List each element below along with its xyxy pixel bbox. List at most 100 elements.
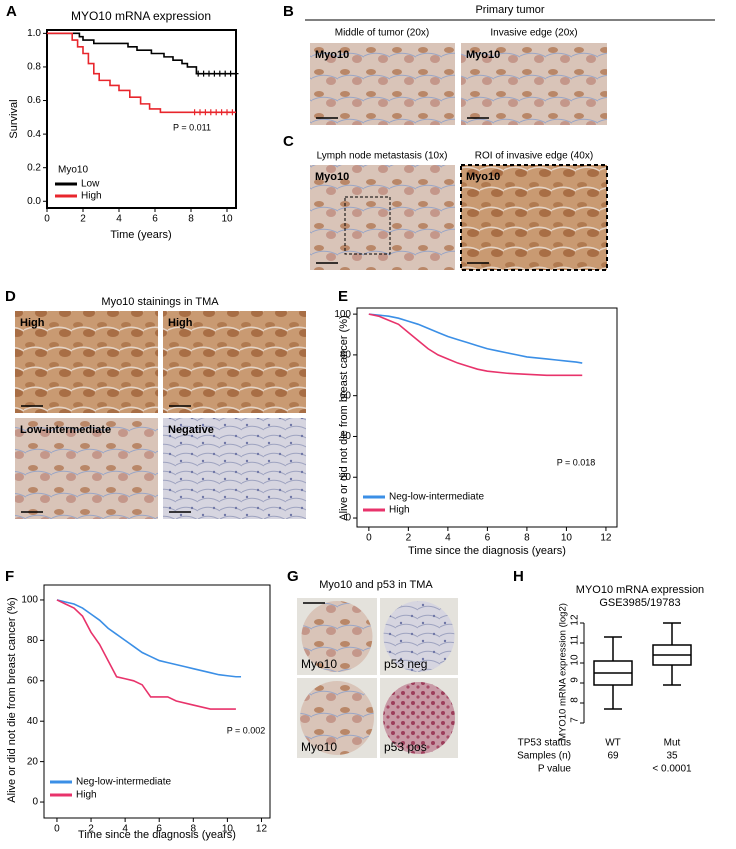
x-tick-label: 8 [191,824,197,835]
chart-title: MYO10 mRNA expression [71,9,211,23]
legend-label: Neg-low-intermediate [389,492,484,503]
row-label: TP53 status [518,738,571,749]
y-tick-label: 80 [340,350,352,361]
tma-core [383,601,455,672]
micrograph [15,311,158,413]
plot-frame [46,29,237,209]
stain-label: Negative [168,424,214,436]
x-axis-label: Time since the diagnosis (years) [408,545,566,557]
y-tick-label: 20 [27,756,39,767]
x-tick-label: 4 [116,214,122,225]
censor-mark [219,109,225,116]
x-tick-label: 10 [221,214,233,225]
x-tick-label: 0 [54,824,60,835]
y-tick-label: 7 [570,717,581,723]
image-caption: ROI of invasive edge (40x) [475,151,593,162]
y-tick-label: 100 [334,309,351,320]
censor-mark [202,109,208,116]
stain-label: Myo10 [466,171,500,183]
sample-count: 35 [666,751,678,762]
y-tick-label: 60 [340,390,352,401]
y-tick-label: 0.0 [27,196,41,207]
category-label: Mut [664,738,681,749]
y-tick-label: 40 [340,431,352,442]
stain-label: p53 pos [384,740,427,754]
x-tick-label: 6 [152,214,158,225]
y-axis-label: Survival [8,99,20,138]
y-tick-label: 8 [570,697,581,703]
x-tick-label: 4 [445,533,451,544]
x-tick-label: 6 [156,824,162,835]
row-label: Samples (n) [517,751,571,762]
sample-count: 69 [607,751,619,762]
image-caption: Invasive edge (20x) [490,28,577,39]
censor-mark [201,70,207,77]
stain-label: Myo10 [315,49,349,61]
panel-letter: F [5,568,14,585]
y-tick-label: 0.8 [27,62,41,73]
x-tick-label: 8 [524,533,530,544]
x-tick-label: 4 [122,824,128,835]
stain-label: Myo10 [301,657,337,671]
row-label: P value [538,764,572,775]
censor-mark [206,70,212,77]
stain-label: Myo10 [315,171,349,183]
censor-mark [222,70,228,77]
legend-title: Myo10 [58,165,88,176]
micrograph [461,165,607,270]
image-caption: Lymph node metastasis (10x) [317,151,448,162]
survival-curve [56,599,242,678]
y-tick-label: 0 [32,797,38,808]
image-caption: Middle of tumor (20x) [335,28,429,39]
panel-title: Primary tumor [475,4,544,16]
panel-letter: G [287,568,299,585]
censor-mark [224,109,230,116]
censor-mark [229,109,235,116]
stain-label: Myo10 [466,49,500,61]
panel-letter: E [338,288,348,305]
survival-curve [47,32,236,114]
y-tick-label: 12 [570,614,581,626]
tma-core [383,682,455,754]
censor-mark [217,70,223,77]
panel-letter: D [5,288,16,305]
legend-label: Low [81,179,100,190]
censor-mark [195,70,201,77]
legend-label: Neg-low-intermediate [76,777,171,788]
micrograph [163,418,306,519]
censor-mark [213,109,219,116]
y-axis-label: Alive or did not die from breast cancer … [338,315,350,520]
survival-curve [368,313,583,364]
censor-mark [197,109,203,116]
y-tick-label: 0.2 [27,162,41,173]
stain-label: p53 neg [384,657,427,671]
x-tick-label: 8 [188,214,194,225]
panel-letter: B [283,3,294,20]
y-tick-label: 0 [345,513,351,524]
stain-label: Myo10 [301,740,337,754]
censor-mark [233,70,239,77]
x-tick-label: 2 [88,824,94,835]
legend-label: High [389,505,410,516]
legend-label: High [81,191,102,202]
survival-curve [368,313,583,377]
censor-mark [192,109,198,116]
p-value: < 0.0001 [652,764,692,775]
y-tick-label: 1.0 [27,28,41,39]
x-axis-label: Time (years) [110,229,171,241]
x-tick-label: 2 [80,214,86,225]
stain-label: High [20,317,45,329]
y-tick-label: 100 [21,595,38,606]
censor-mark [228,70,234,77]
panel-letter: A [6,3,17,20]
x-tick-label: 12 [256,824,268,835]
y-tick-label: 40 [27,716,39,727]
chart-subtitle: GSE3985/19783 [599,597,680,609]
censor-mark [211,70,217,77]
y-tick-label: 0.6 [27,95,41,106]
panel-letter: C [283,133,294,150]
roi-frame [460,164,608,271]
roi-box [344,196,391,255]
y-tick-label: 11 [570,634,581,645]
